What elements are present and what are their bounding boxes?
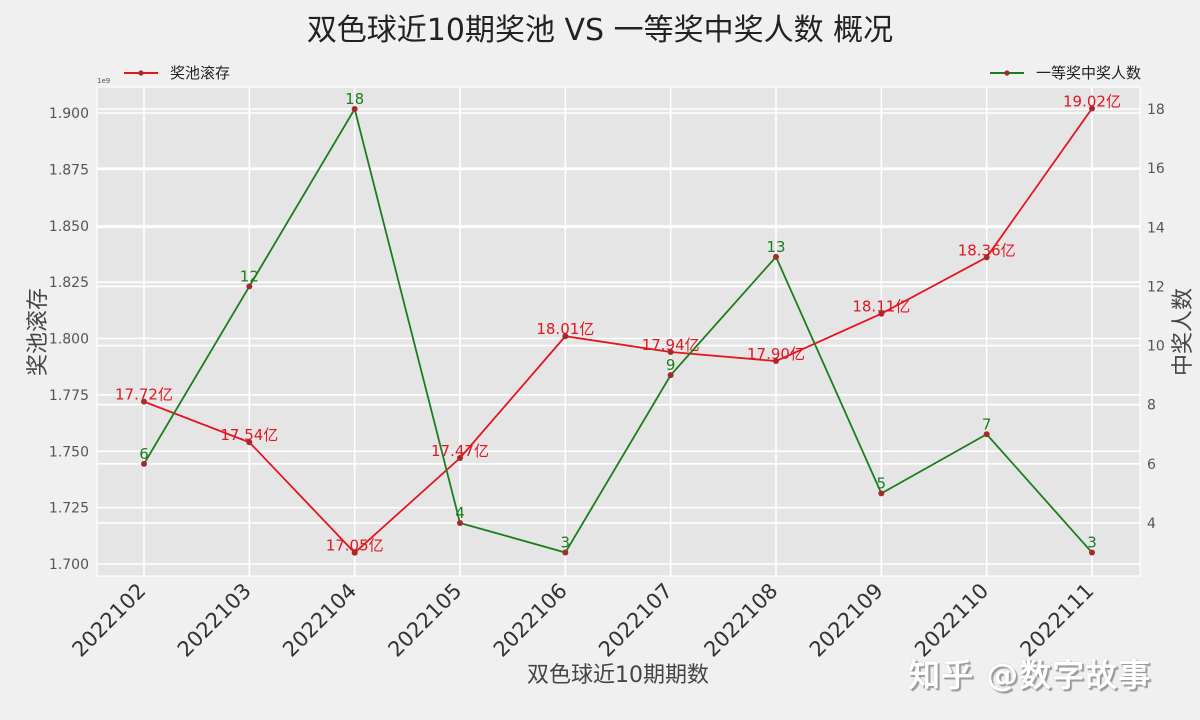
data-label: 9 [666,356,676,374]
data-label: 3 [1087,534,1097,552]
data-label: 17.47亿 [431,442,489,460]
x-tick-label: 2022104 [278,579,361,662]
watermark: 知乎 @数字故事 [908,656,1152,694]
data-point [457,519,463,526]
right-tick-label: 4 [1147,516,1156,532]
right-tick-label: 16 [1147,161,1165,177]
left-tick-label: 1.850 [49,219,89,235]
plot-area [97,87,1140,576]
left-axis-ticks: 1.700 1.725 1.750 1.775 1.800 1.825 1.850 1.875… [49,106,89,573]
x-tick-label: 2022105 [383,579,466,662]
data-label: 12 [240,267,259,285]
right-tick-label: 8 [1147,398,1156,414]
right-axis-label: 中奖人数 [1171,288,1196,376]
data-label: 19.02亿 [1063,92,1121,110]
left-tick-label: 1.750 [49,444,89,460]
left-tick-label: 1.800 [49,332,89,348]
x-tick-label: 2022106 [489,579,572,662]
data-point [773,358,779,365]
data-point [773,253,779,260]
data-point [562,549,569,556]
left-tick-label: 1.775 [49,388,89,404]
data-point [667,349,674,356]
data-point [667,372,674,379]
right-tick-label: 6 [1147,457,1156,473]
data-label: 13 [766,238,785,256]
left-tick-label: 1.875 [49,162,89,178]
data-label: 3 [561,534,571,552]
data-label: 17.94亿 [642,336,700,354]
right-tick-label: 10 [1147,339,1165,355]
data-label: 18.01亿 [536,320,594,338]
chart-title: 双色球近10期奖池 VS 一等奖中奖人数 概况 [307,13,893,48]
left-tick-label: 1.825 [49,275,89,291]
x-axis-label: 双色球近10期期数 [527,663,709,688]
data-point [246,439,253,446]
data-label: 6 [139,445,149,463]
data-label: 17.54亿 [220,426,278,444]
legend-pool: 奖池滚存 [124,64,230,82]
data-point [878,490,885,497]
x-tick-label: 2022108 [699,579,782,662]
data-label: 17.05亿 [326,537,384,555]
left-tick-label: 1.700 [49,557,89,573]
data-label: 5 [877,474,887,492]
series-winners: 6 12 18 4 3 9 13 5 7 3 [139,90,1097,556]
x-tick-label: 2022103 [173,579,256,662]
data-label: 17.72亿 [115,386,173,404]
data-label: 18.11亿 [852,298,910,316]
x-tick-label: 2022109 [805,579,888,662]
right-tick-label: 12 [1147,279,1165,295]
x-tick-label: 2022102 [67,579,150,662]
data-label: 17.90亿 [747,345,805,363]
right-axis-ticks: 4 6 8 10 12 14 16 18 [1147,102,1165,532]
data-point [141,460,147,467]
data-point [983,254,990,261]
left-axis-label: 奖池滚存 [26,288,51,376]
data-point [1089,105,1095,112]
data-point [246,283,253,290]
data-point [141,398,147,405]
legend-winners-label: 一等奖中奖人数 [1036,64,1141,82]
series-pool: 17.72亿 17.54亿 17.05亿 17.47亿 18.01亿 17.94亿 17.9… [115,92,1121,556]
data-point [562,333,569,340]
left-tick-label: 1.900 [49,106,89,122]
data-point [457,455,463,462]
data-label: 18 [345,90,364,108]
data-point [878,310,885,317]
right-tick-label: 18 [1147,102,1165,118]
data-label: 18.36亿 [958,241,1016,259]
right-tick-label: 14 [1147,220,1165,236]
data-point [983,431,990,438]
data-point [351,106,358,112]
offset-text: 1e9 [97,77,110,85]
left-tick-label: 1.725 [49,501,89,517]
data-point [351,549,358,556]
legend-winners: 一等奖中奖人数 [990,64,1141,82]
data-label: 4 [455,504,465,522]
x-tick-label: 2022107 [594,579,677,662]
legend-pool-label: 奖池滚存 [170,64,230,82]
data-point [1089,549,1095,556]
data-label: 7 [982,415,992,433]
